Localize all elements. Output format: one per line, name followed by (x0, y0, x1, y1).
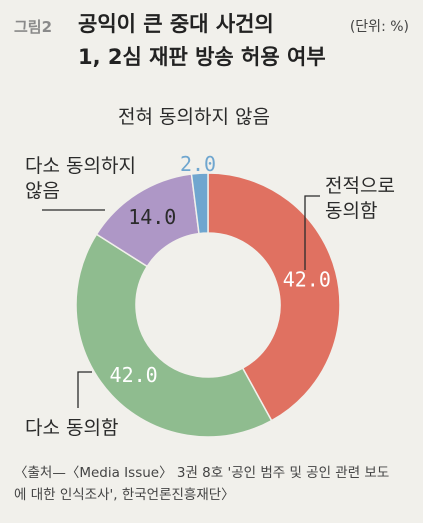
slice-strongly-agree (207, 172, 341, 422)
slice-somewhat-agree (75, 233, 273, 438)
value-label-strongly-agree: 42.0 (283, 268, 331, 292)
source-note: 〈출처—〈Media Issue〉 3권 8호 '공인 범주 및 공인 관련 보… (14, 465, 390, 503)
value-label-somewhat-disagree: 14.0 (128, 205, 176, 229)
category-label-somewhat-agree: 다소 동의함 (25, 417, 118, 439)
value-label-strongly-disagree: 2.0 (180, 152, 216, 176)
chart-title: 공익이 큰 중대 사건의 1, 2심 재판 방송 허용 여부 (78, 12, 326, 69)
unit-label: (단위: %) (349, 19, 409, 35)
slice-strongly-disagree (190, 172, 209, 235)
category-label-strongly-disagree: 전혀 동의하지 않음 (118, 106, 270, 128)
category-label-strongly-agree: 전적으로 동의함 (325, 175, 395, 222)
category-label-somewhat-disagree: 다소 동의하지 않음 (25, 155, 136, 202)
leader-line-strongly-agree (304, 195, 320, 270)
figure-label: 그림2 (14, 18, 53, 36)
leader-line-somewhat-agree (77, 371, 92, 408)
value-label-somewhat-agree: 42.0 (110, 363, 158, 387)
